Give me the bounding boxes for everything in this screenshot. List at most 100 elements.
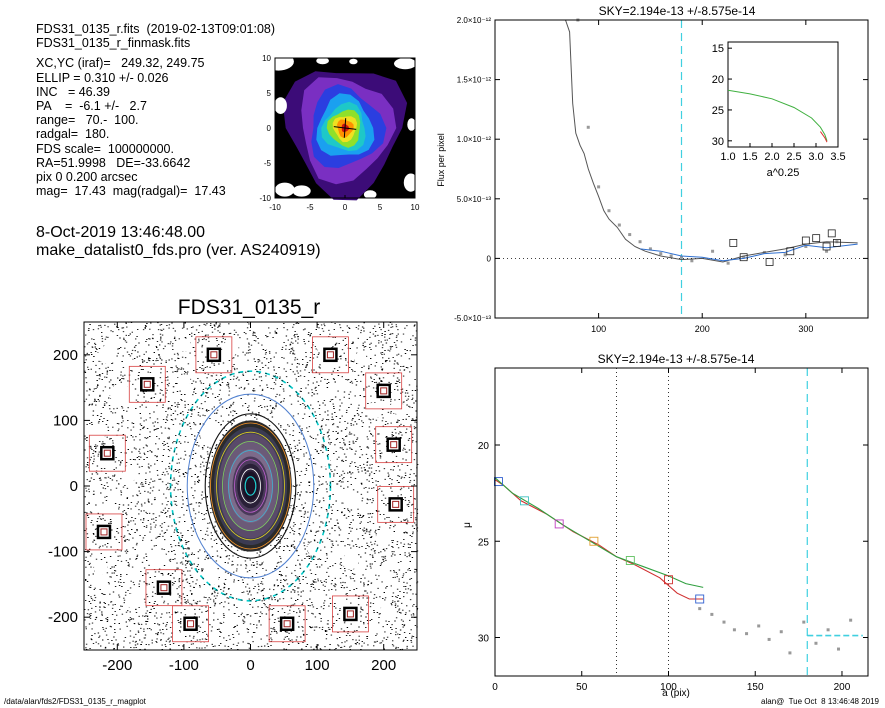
param-radec: RA=51.9998 DE=-33.6642 [36, 155, 191, 170]
star-mask-box-5 [375, 426, 413, 464]
flux-point-9 [669, 254, 673, 258]
mask-circle-19 [375, 530, 392, 547]
flux-point-1 [586, 125, 590, 129]
param-range: range= 70.- 100. [36, 113, 139, 128]
inset-ytick-label: 15 [712, 43, 724, 55]
flux-plot-frame [494, 19, 869, 319]
mu-point-11 [826, 628, 830, 632]
flux-point-13 [726, 261, 730, 265]
param-xcyc: XC,YC (iraf)= 249.32, 249.75 [36, 56, 205, 71]
flux-ytick-label: -5.0×10⁻¹³ [454, 314, 491, 323]
param-pix: pix 0 0.200 arcsec [36, 170, 138, 185]
thumbnail-mask-4 [394, 58, 417, 70]
thumbnail-ytick-label: 10 [262, 54, 271, 63]
mask-circle-23 [307, 541, 321, 555]
thumbnail-xtick-label: 5 [378, 203, 383, 212]
mask-circle-20 [147, 548, 167, 568]
flux-box-3 [786, 247, 795, 256]
galaxy-ytick-label: 100 [53, 412, 78, 429]
star-marker-11 [343, 606, 358, 622]
mu-point-13 [849, 618, 853, 622]
star-core-4 [103, 449, 111, 457]
star-marker-7 [96, 524, 112, 540]
param-mag: mag= 17.43 mag(radgal)= 17.43 [36, 184, 226, 199]
mu-point-9 [802, 620, 806, 624]
flux-point-17 [804, 244, 808, 248]
flux-ytick-label: 1.0×10⁻¹² [457, 135, 492, 144]
mask-circle-2 [177, 338, 191, 352]
flux-ytick-label: 5.0×10⁻¹³ [457, 195, 492, 204]
star-marker-9 [183, 616, 198, 632]
thumbnail-mask-3 [403, 173, 418, 192]
thumbnail-plot: -10 -5 0 5 10 10 5 0 -5 -10 [259, 52, 420, 212]
flux-point-8 [659, 252, 663, 256]
inset-xtick-label: 2.5 [786, 151, 801, 163]
flux-series-1 [640, 243, 858, 262]
star-core-10 [283, 620, 291, 628]
flux-box-6 [822, 242, 831, 251]
flux-box-5 [812, 234, 821, 243]
mu-xtick-label: 0 [492, 682, 498, 693]
mask-circle-4 [264, 338, 277, 351]
star-marker-10 [279, 616, 295, 632]
mask-circle-11 [89, 425, 106, 442]
mu-box-2 [554, 519, 564, 529]
mask-circle-3 [222, 340, 239, 357]
mu-box-0 [494, 477, 503, 487]
inset-ytick-label: 30 [712, 136, 724, 148]
galaxy-ytick-label: 200 [53, 347, 78, 364]
galaxy-xtick-label: -100 [169, 657, 199, 674]
galaxy-xtick-label: 100 [305, 657, 330, 674]
flux-point-3 [607, 209, 611, 213]
mask-circle-15 [122, 464, 139, 481]
star-marker-8 [156, 580, 172, 595]
flux-box-8 [833, 239, 841, 247]
mask-circle-28 [380, 603, 394, 618]
flux-box-7 [827, 229, 836, 238]
star-core-6 [392, 500, 400, 508]
galaxy-xtick-label: -200 [102, 657, 132, 674]
fit-ellipse [186, 393, 315, 579]
mu-series-0 [494, 479, 704, 600]
star-marker-1 [206, 347, 222, 363]
mask-circle-27 [310, 590, 324, 605]
mask-circle-14 [390, 400, 404, 414]
param-pa: PA = -6.1 +/- 2.7 [36, 99, 147, 114]
flux-xtick-label: 200 [695, 324, 710, 334]
info-panel: FDS31_0135_r.fits (2019-02-13T09:01:08) … [36, 22, 276, 198]
galaxy-ytick-label: -100 [48, 544, 78, 561]
mu-plot-frame [494, 367, 869, 677]
center-isophote [244, 476, 257, 496]
star-core-7 [100, 528, 108, 536]
mu-xlabel: a (pix) [662, 688, 690, 699]
inset-xtick-label: 2.0 [764, 151, 779, 163]
star-mask-box-2 [312, 336, 349, 374]
footer-stamp: alan@ Tue Oct 8 13:46:48 2019 [761, 697, 879, 706]
mu-point-8 [788, 651, 792, 655]
flux-point-6 [638, 240, 642, 244]
mask-circle-7 [109, 383, 132, 405]
mask-circle-17 [171, 506, 183, 518]
param-scale: FDS scale= 100000000. [36, 141, 174, 156]
galaxy-plot-title: FDS31_0135_r [178, 296, 320, 319]
flux-xtick-label: 300 [798, 324, 813, 334]
mu-box-3 [589, 536, 599, 546]
mask-circle-22 [262, 550, 279, 567]
star-marker-3 [376, 383, 391, 399]
run-program: make_datalist0_fds.pro (ver. AS240919) [36, 242, 321, 259]
flux-series-0 [565, 19, 858, 263]
mu-ylabel: μ [462, 522, 473, 528]
inset-ytick-label: 20 [712, 74, 724, 86]
star-mask-box-9 [172, 605, 209, 643]
galaxy-ytick-label: 0 [70, 478, 78, 495]
flux-box-2 [765, 258, 774, 266]
inset-frame [727, 41, 839, 148]
mask-circle-30 [171, 631, 183, 643]
inset-xlabel: a^0.25 [767, 167, 800, 179]
mu-box-4 [625, 556, 635, 565]
thumbnail-xtick-label: -5 [306, 203, 314, 212]
thumbnail-xtick-label: 10 [411, 203, 420, 212]
flux-ytick-label: 0 [487, 254, 492, 263]
mu-xtick-label: 100 [660, 682, 677, 693]
thumbnail-mask-7 [363, 190, 377, 199]
